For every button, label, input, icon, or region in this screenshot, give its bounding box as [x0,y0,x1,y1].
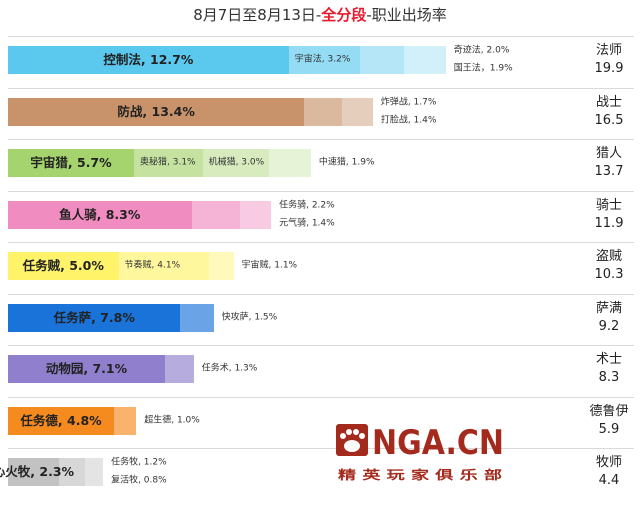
row-separator [8,139,634,140]
bar-segment [85,458,104,486]
nga-watermark-logo: NGA.CN 精 英 玩 家 俱 乐 部 [336,423,504,482]
bar-segment [8,252,119,280]
bar-segment [8,46,289,74]
class-total: 13.7 [594,164,624,179]
bar-segment [341,97,373,126]
segment-label: 宇宙猎, 5.7% [30,154,112,170]
segment-label: 奥秘猎, 3.1% [140,157,196,168]
bar-segment [8,458,59,486]
segment-label: 控制法, 12.7% [103,51,194,67]
bar-segment [134,149,203,177]
segment-label: 炸弹战, 1.7% [380,97,437,107]
row-separator [8,190,634,192]
segment-label: 国王法，1.9% [453,63,513,74]
svg-text:NGA.CN: NGA.CN [372,423,504,463]
class-name: 萨满 [595,300,622,316]
segment-label: 节奏贼, 4.1% [124,260,181,271]
segment-label: 快攻萨, 1.5% [221,312,278,322]
row-separator [8,242,634,243]
bar-segment [8,149,135,177]
segment-label: 任务德, 4.8% [20,412,102,428]
class-name: 术士 [595,352,622,367]
bar-segment [288,46,360,74]
bar-segment [8,355,165,383]
chart-title: 8月7日至8月13日-全分段-职业出场率 [0,4,640,25]
bear-paw-icon [336,424,368,456]
row-separator [8,396,634,398]
bar-segment [240,200,272,229]
class-total: 11.9 [594,215,624,231]
bar-segment [114,406,137,435]
bar-segment [403,46,446,74]
bar-segment [118,252,210,280]
bar-segment [8,200,192,229]
bar-segment [8,303,181,332]
class-name: 猎人 [595,146,622,161]
title-highlight: 全分段 [321,6,367,24]
bar-segment [180,303,214,332]
class-name: 法师 [595,43,622,58]
segment-label: 任务牧, 1.2% [111,457,167,468]
class-total: 5.9 [598,421,620,437]
segment-label: 动物园, 7.1% [45,360,128,376]
segment-label: 宇宙法, 3.2% [294,54,351,65]
segment-label: 防战, 13.4% [117,103,195,119]
bar-segment [58,458,86,486]
class-total: 16.5 [594,112,624,128]
class-name: 牧师 [595,455,622,470]
row-separator [8,36,634,37]
segment-label: 打脸战, 1.4% [380,115,437,125]
class-total: 4.4 [598,473,620,488]
segment-label: 中速猎, 1.9% [318,157,375,168]
bar-segment [8,97,305,126]
row-separator [8,448,634,449]
bar-segment [209,252,234,280]
segment-label: 超生德, 1.0% [144,415,200,425]
segment-label: 奇迹法, 2.0% [453,45,510,56]
class-name: 德鲁伊 [589,403,629,419]
bar-segment [8,406,115,435]
row-separator [8,345,634,346]
class-name: 战士 [595,94,622,110]
segment-label: 宇宙贼, 1.1% [241,260,298,271]
class-total: 10.3 [594,267,624,282]
class-total: 19.9 [594,61,624,76]
segment-label: 复活牧, 0.8% [111,475,167,486]
segment-label: 任务萨, 7.8% [53,309,135,325]
bar-segment [304,97,342,126]
bar-segment [268,149,311,177]
row-separator [8,87,634,89]
segment-label: 机械猎, 3.0% [208,157,265,168]
title-date-range: 8月7日至8月13日- [193,6,322,24]
class-total: 9.2 [598,318,620,334]
bar-segment [359,46,404,74]
segment-label: 鱼人骑, 8.3% [59,206,141,222]
bar-segment [191,200,241,229]
segment-label: 任务贼, 5.0% [22,257,104,273]
svg-text:精 英 玩 家 俱 乐 部: 精 英 玩 家 俱 乐 部 [338,467,502,482]
row-separator [8,293,634,295]
bar-segment [202,149,269,177]
class-total: 8.3 [598,370,620,385]
segment-label: 任务术, 1.3% [201,363,258,374]
title-suffix: -职业出场率 [366,6,447,24]
segment-label: 元气骑, 1.4% [279,218,335,228]
class-name: 盗贼 [595,249,622,264]
segment-label: 心火牧, 2.3% [0,463,75,479]
class-name: 骑士 [595,197,622,213]
segment-label: 任务骑, 2.2% [279,200,335,210]
bar-segment [164,355,194,383]
